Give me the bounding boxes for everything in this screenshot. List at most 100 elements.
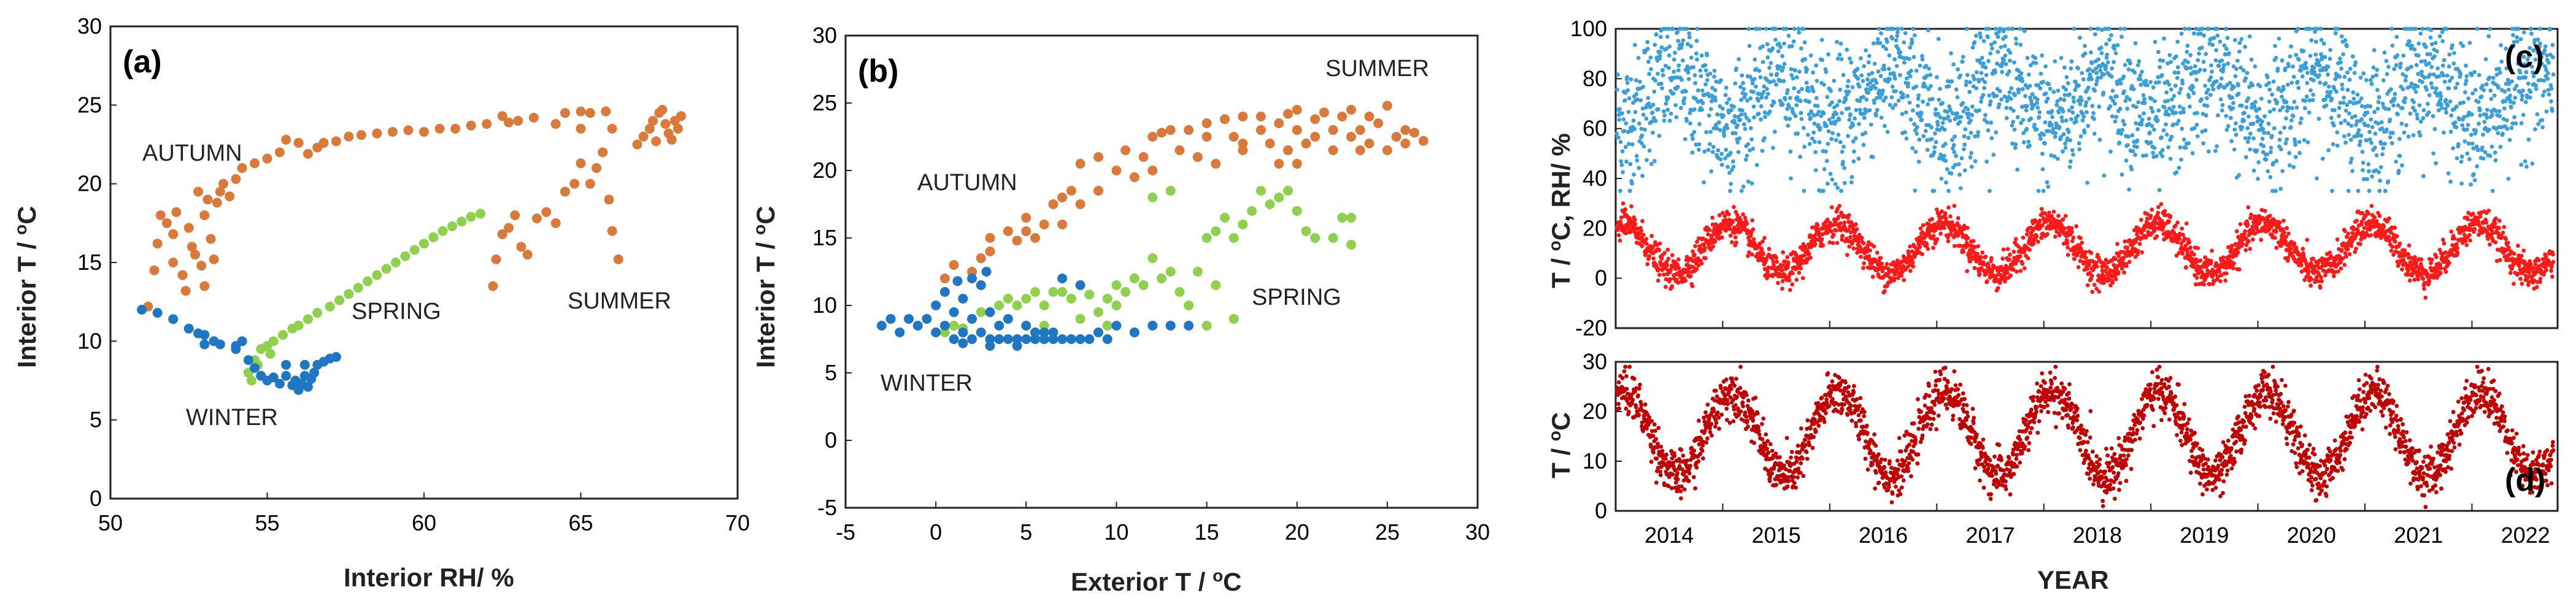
panel-c-point-lightblue <box>2237 40 2242 45</box>
panel-c-point-lightblue <box>1773 26 1778 31</box>
panel-c-point-lightblue <box>1821 188 1826 193</box>
panel-c-point-lightblue <box>2097 104 2102 109</box>
panel-c-point-red <box>1961 249 1966 254</box>
panel-c-point-red <box>1851 246 1856 251</box>
panel-c-point-lightblue <box>2258 123 2263 128</box>
panel-c-point-lightblue <box>2008 96 2013 101</box>
panel-c-point-lightblue <box>2370 74 2375 79</box>
panel-c-point-lightblue <box>2262 131 2267 136</box>
panel-c-point-lightblue <box>2389 141 2394 145</box>
panel-c-point-red <box>1895 268 1900 272</box>
panel-c-point-red <box>1892 277 1897 282</box>
panel-c-point-lightblue <box>2323 81 2328 86</box>
panel-c-point-red <box>2150 207 2154 212</box>
panel-c-point-red <box>2045 232 2050 237</box>
panel-c-point-lightblue <box>1978 35 1983 40</box>
panel-c-point-lightblue <box>1794 103 1799 108</box>
panel-c-point-lightblue <box>2519 121 2524 126</box>
panel-c-point-lightblue <box>1949 79 1954 84</box>
panel-b-point-green <box>1048 287 1059 297</box>
panel-c-point-lightblue <box>2123 63 2127 67</box>
panel-c-point-lightblue <box>2036 188 2041 193</box>
panel-c-point-lightblue <box>2159 73 2164 78</box>
panel-c-point-lightblue <box>2146 121 2151 126</box>
panel-c-point-lightblue <box>2372 110 2377 115</box>
panel-c-point-lightblue <box>2111 59 2116 64</box>
panel-c-point-lightblue <box>2433 90 2437 95</box>
panel-c-point-lightblue <box>2048 86 2053 91</box>
panel-c-point-lightblue <box>1637 121 1641 126</box>
panel-c-point-lightblue <box>2164 90 2169 95</box>
panel-a-point-orange <box>576 123 586 134</box>
panel-b-point-blue <box>1102 334 1113 344</box>
panel-c-point-lightblue <box>2502 89 2507 94</box>
panel-c-point-lightblue <box>2499 59 2504 64</box>
panel-c-point-lightblue <box>2432 54 2437 59</box>
panel-c-point-lightblue <box>2301 48 2306 53</box>
panel-c-point-lightblue <box>2175 121 2180 126</box>
panel-a-point-orange <box>497 111 507 121</box>
panel-c-point-lightblue <box>2548 27 2553 32</box>
panel-c-point-red <box>1972 266 1977 270</box>
panel-c-point-lightblue <box>2197 51 2202 56</box>
panel-c-point-lightblue <box>1840 110 1845 115</box>
panel-c-point-red <box>1868 248 1872 253</box>
panel-c-point-lightblue <box>2210 69 2214 74</box>
panel-a-x-tick-label: 65 <box>568 510 593 535</box>
panel-c-point-red <box>1902 278 1907 283</box>
panel-c-point-lightblue <box>1984 159 1989 164</box>
panel-c-point-red <box>1702 245 1707 250</box>
panel-c-point-lightblue <box>2486 128 2491 132</box>
panel-c-point-lightblue <box>2180 126 2185 131</box>
panel-c-point-lightblue <box>2256 177 2260 181</box>
panel-c-point-red <box>1632 217 1637 222</box>
panel-c-point-red <box>1977 272 1982 277</box>
panel-c-point-lightblue <box>2092 88 2097 93</box>
panel-c-point-lightblue <box>2181 61 2185 66</box>
panel-b-point-blue <box>985 341 995 351</box>
panel-c-point-lightblue <box>2421 116 2426 120</box>
panel-c-point-lightblue <box>1662 113 1667 118</box>
panel-b-point-orange <box>1283 145 1293 155</box>
panel-c-point-lightblue <box>1803 57 1808 61</box>
panel-c-point-lightblue <box>1671 26 1676 31</box>
panel-c-point-lightblue <box>2375 88 2380 93</box>
panel-c-point-lightblue <box>2187 26 2192 31</box>
panel-c-point-lightblue <box>2113 51 2118 56</box>
panel-c-point-lightblue <box>1920 53 1924 58</box>
panel-c-point-lightblue <box>2251 136 2256 141</box>
panel-b-point-orange <box>1328 145 1338 155</box>
panel-b-x-tick-label: 15 <box>1195 519 1219 545</box>
panel-c-point-lightblue <box>2211 87 2216 92</box>
panel-c-point-lightblue <box>1675 85 1680 90</box>
panel-c-point-lightblue <box>1721 113 1726 118</box>
panel-a-point-orange <box>193 186 204 197</box>
panel-c-point-lightblue <box>1625 80 1630 85</box>
panel-c-point-lightblue <box>2195 134 2200 139</box>
panel-c-point-lightblue <box>2451 146 2456 151</box>
panel-c-point-red <box>2306 268 2311 273</box>
panel-c-point-red <box>2115 242 2119 247</box>
panel-c-point-red <box>1640 243 1645 248</box>
panel-b-point-orange <box>1346 132 1356 142</box>
panel-c-point-lightblue <box>2239 65 2243 70</box>
panel-c-point-lightblue <box>2342 95 2347 100</box>
panel-c-point-lightblue <box>2065 81 2070 86</box>
panel-c-point-lightblue <box>1638 98 1643 102</box>
panel-c-point-lightblue <box>2407 39 2412 44</box>
panel-c-point-red <box>2005 247 2010 251</box>
panel-c-point-lightblue <box>2431 72 2436 77</box>
panel-c-point-lightblue <box>2304 66 2309 71</box>
panel-c-point-lightblue <box>1778 45 1783 50</box>
panel-c-point-red <box>1621 201 1625 206</box>
panel-c-point-lightblue <box>2061 109 2065 113</box>
panel-c-point-lightblue <box>1690 132 1694 137</box>
panel-c-point-lightblue <box>2270 92 2275 97</box>
panel-c-point-lightblue <box>1730 159 1735 164</box>
panel-a-point-green <box>363 276 373 286</box>
panel-c-point-lightblue <box>2082 130 2087 135</box>
panel-a-point-green <box>457 216 467 227</box>
panel-c-point-lightblue <box>1902 60 1907 65</box>
panel-a-point-orange <box>601 106 611 117</box>
panel-c-point-lightblue <box>2130 133 2135 138</box>
